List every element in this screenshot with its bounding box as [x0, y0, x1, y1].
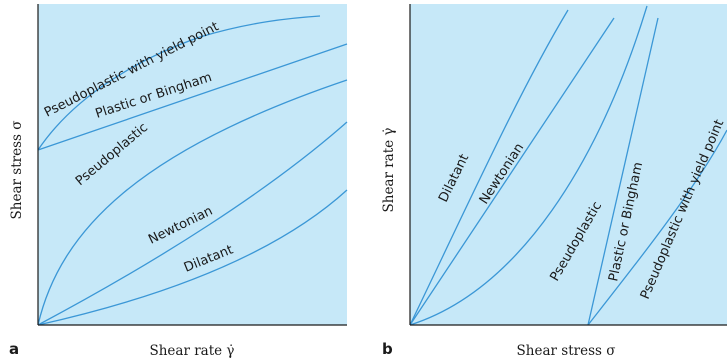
panel-b-curve-pseudoplastic	[409, 5, 648, 326]
panel-b-letter: b	[382, 340, 393, 358]
panel-a-letter: a	[9, 340, 19, 358]
panel-b: Dilatant Newtonian Pseudoplastic Plastic…	[381, 4, 727, 359]
panel-a-curve-newtonian	[37, 121, 348, 326]
panel-a-curve-bingham	[37, 43, 348, 151]
panel-b-x-axis-label: Shear stress σ	[517, 343, 616, 359]
panel-a-curve-dilatant	[37, 189, 348, 326]
panel-b-y-axis-label: Shear rate γ̇	[381, 127, 397, 212]
panel-a-x-axis-label: Shear rate γ̇	[149, 343, 234, 359]
panel-a-curve-pseudoplastic	[37, 79, 348, 326]
panel-a-plot-area	[38, 4, 347, 325]
panel-a-y-axis-label: Shear stress σ	[9, 121, 25, 220]
panel-a: Pseudoplastic with yield point Plastic o…	[9, 4, 348, 359]
panel-b-curve-pseudoplastic-yield	[587, 129, 727, 326]
panel-b-curve-newtonian	[409, 17, 615, 326]
panel-a-curve-pseudoplastic-yield	[37, 15, 321, 151]
panel-b-plot-area	[410, 4, 727, 325]
panel-b-curve-dilatant	[409, 9, 569, 326]
panel-b-curve-bingham	[587, 17, 659, 326]
